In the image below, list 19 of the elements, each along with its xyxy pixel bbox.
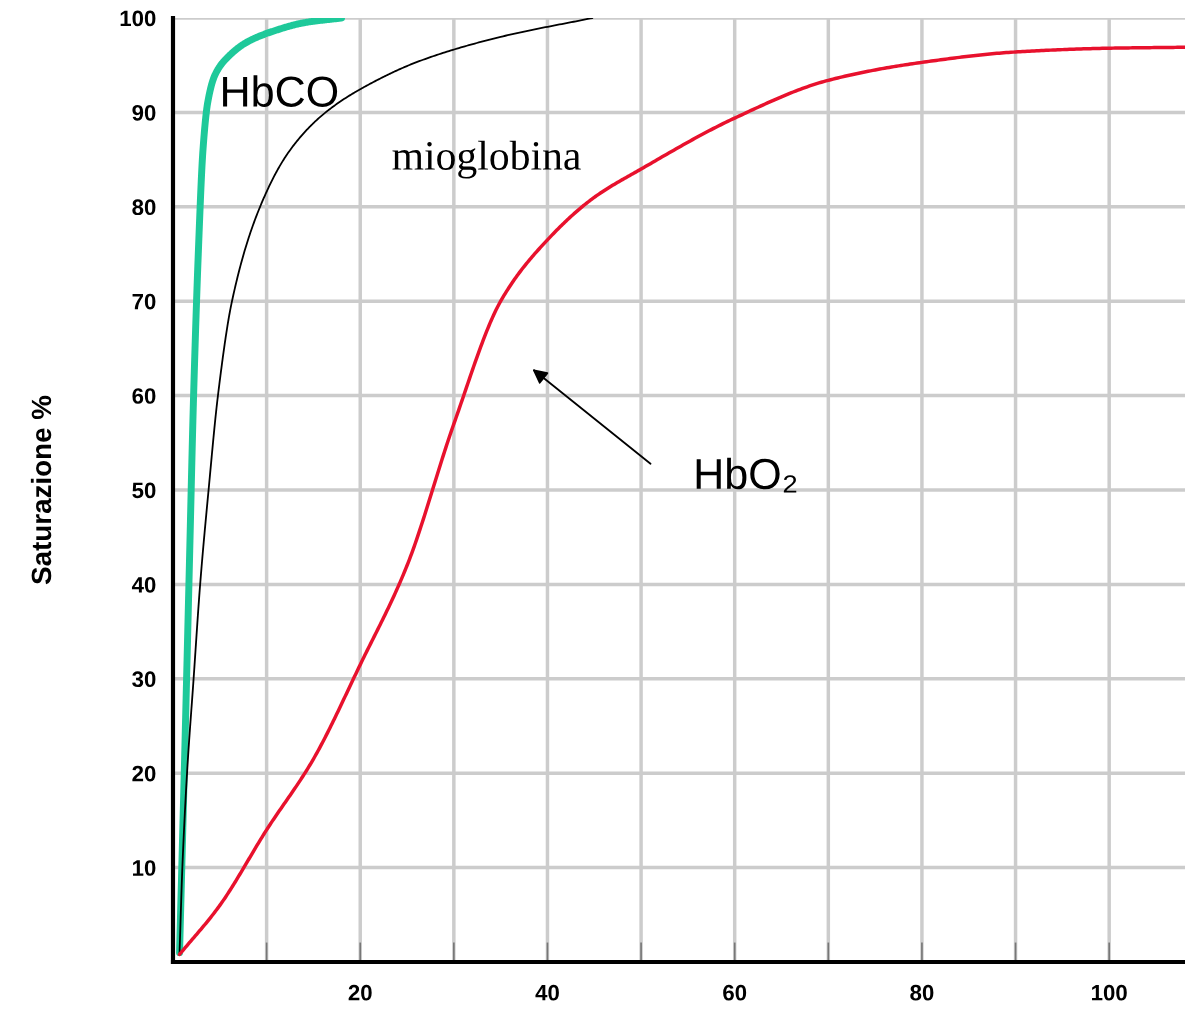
- x-tick-label: 60: [723, 984, 747, 1001]
- y-tick-label: 80: [132, 199, 156, 216]
- annotation: HbO₂: [696, 457, 797, 493]
- y-tick-label: 70: [132, 293, 156, 310]
- y-tick-label: 50: [132, 482, 156, 499]
- y-axis-title: Saturazione %: [30, 395, 52, 585]
- y-tick-label: 10: [133, 860, 156, 876]
- x-tick-label: 40: [535, 984, 559, 1001]
- x-tick-label: 20: [348, 984, 372, 1001]
- annotation: mioglobina: [392, 140, 581, 179]
- y-tick-label: 90: [132, 104, 156, 121]
- x-tick-label: 80: [910, 984, 934, 1001]
- y-tick-label: 40: [131, 576, 156, 593]
- y-tick-label: 20: [132, 765, 156, 782]
- y-tick-label: 30: [132, 671, 156, 688]
- annotation: HbCO: [223, 75, 338, 107]
- x-tick-label: 100: [1092, 984, 1127, 1001]
- y-tick-label: 60: [132, 388, 156, 404]
- y-tick-label: 100: [120, 10, 156, 27]
